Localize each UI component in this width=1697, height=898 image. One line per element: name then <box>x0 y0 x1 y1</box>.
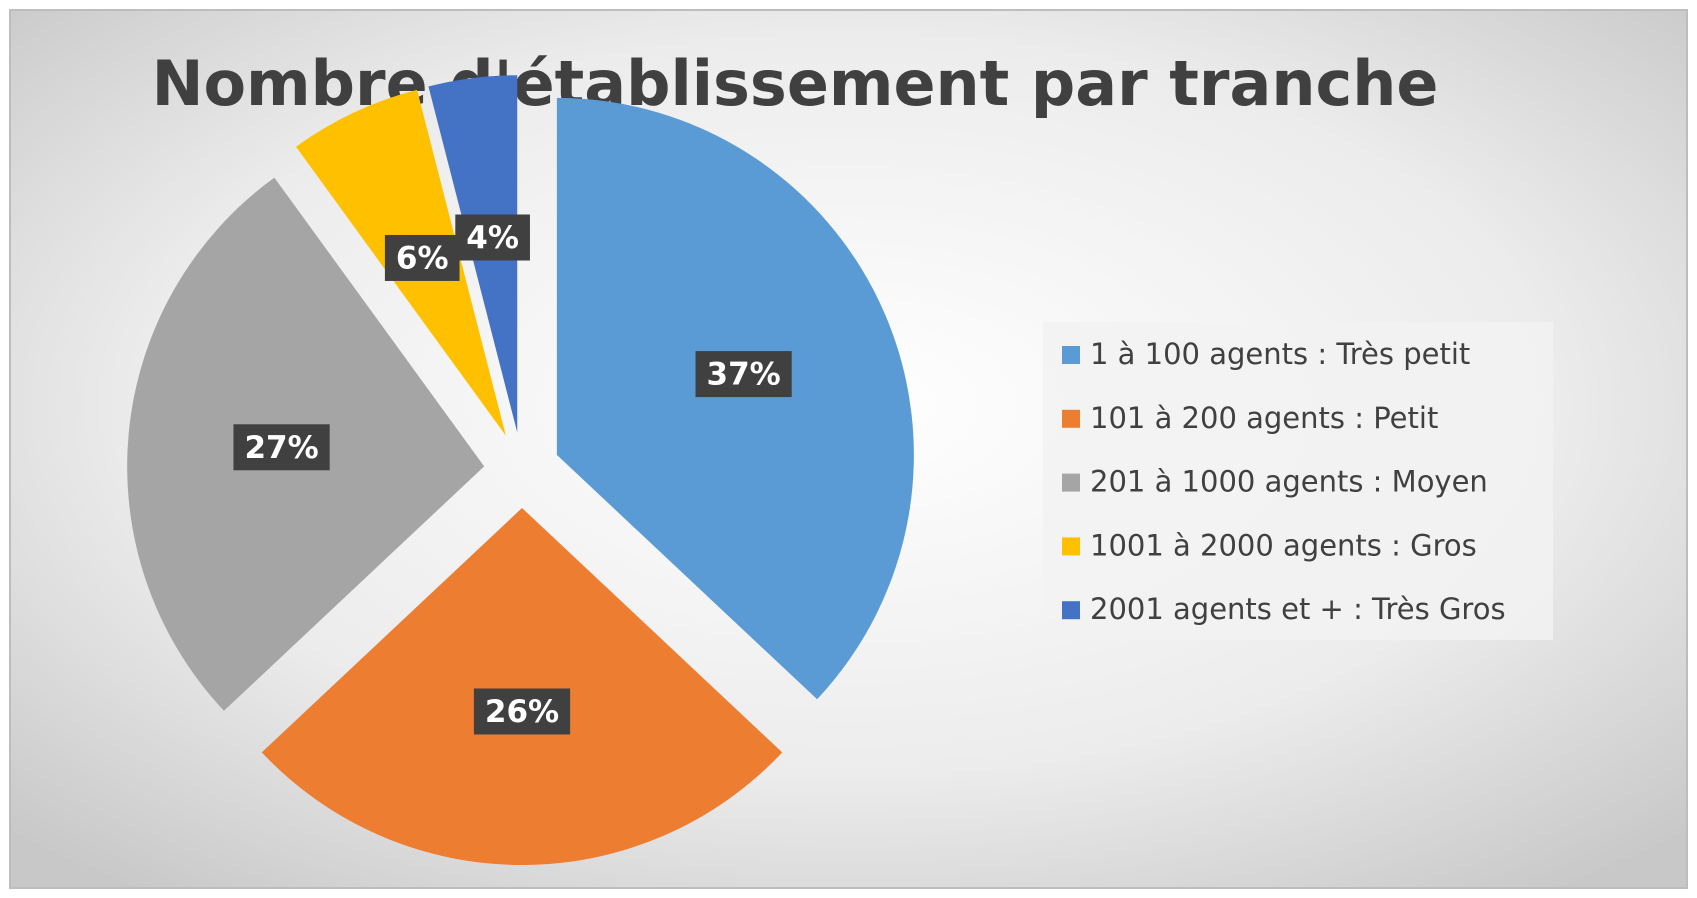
legend-swatch <box>1062 537 1080 556</box>
legend-label: 1 à 100 agents : Très petit <box>1090 337 1470 371</box>
data-label-box <box>473 688 571 735</box>
pie-slice <box>261 508 783 865</box>
data-label-box <box>233 424 330 471</box>
legend-swatch <box>1062 473 1080 492</box>
chart-title: Nombre d'établissement par tranche <box>152 47 1439 120</box>
legend-swatch <box>1062 601 1080 620</box>
legend-swatch <box>1062 409 1080 428</box>
legend-label: 101 à 200 agents : Petit <box>1090 401 1438 435</box>
legend <box>1043 322 1553 640</box>
data-label: 27% <box>244 430 318 466</box>
pie-slice <box>556 97 914 700</box>
data-label-box <box>455 214 530 261</box>
data-label-box <box>695 351 792 398</box>
legend-label: 2001 agents et + : Très Gros <box>1090 592 1506 626</box>
data-label: 6% <box>396 240 449 276</box>
data-label-box <box>384 234 460 281</box>
legend-label: 201 à 1000 agents : Moyen <box>1090 465 1488 499</box>
data-label: 37% <box>707 357 781 393</box>
legend-swatch <box>1062 346 1080 364</box>
legend-label: 1001 à 2000 agents : Gros <box>1090 528 1477 562</box>
data-label: 26% <box>485 694 559 730</box>
data-label: 4% <box>466 220 519 256</box>
